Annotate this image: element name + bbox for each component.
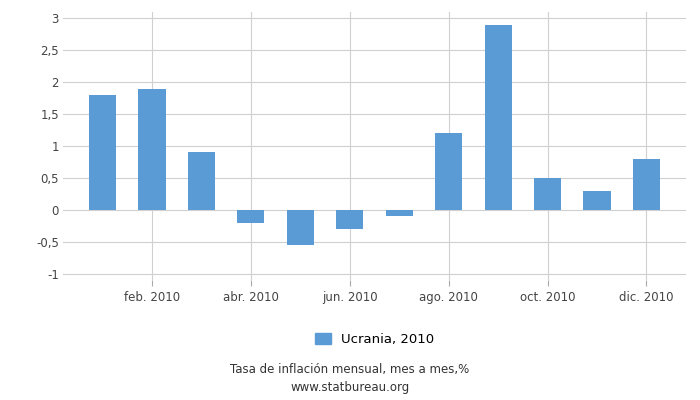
Bar (188, 152, 215, 210)
Legend: Ucrania, 2010: Ucrania, 2010 (308, 327, 441, 353)
Bar (336, 210, 363, 229)
Text: Tasa de inflación mensual, mes a mes,%: Tasa de inflación mensual, mes a mes,% (230, 364, 470, 376)
Bar (484, 25, 512, 210)
Bar (386, 210, 413, 216)
Bar (534, 178, 561, 210)
Bar (583, 191, 610, 210)
Bar (237, 210, 265, 222)
Bar (287, 210, 314, 245)
Bar (139, 88, 166, 210)
Bar (89, 95, 116, 210)
Bar (435, 133, 462, 210)
Bar (633, 159, 660, 210)
Text: www.statbureau.org: www.statbureau.org (290, 382, 410, 394)
